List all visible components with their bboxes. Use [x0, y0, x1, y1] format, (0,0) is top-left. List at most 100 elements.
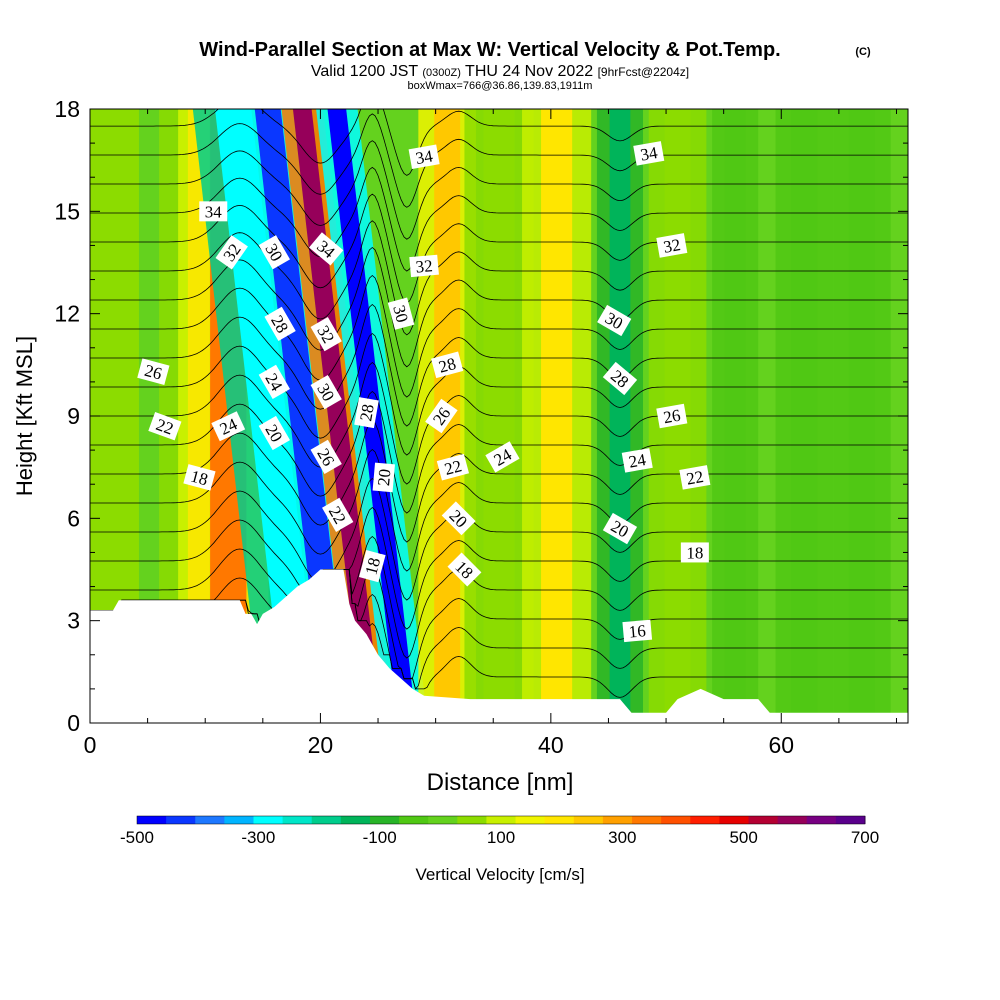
colorbar-swatch [835, 816, 866, 824]
y-tick-label: 6 [67, 505, 80, 531]
theta-label: 20 [372, 462, 395, 493]
valid-prefix: Valid 1200 JST [311, 63, 419, 80]
colorbar-swatch [282, 816, 313, 824]
theta-label-box [621, 448, 653, 473]
theta-label: 22 [679, 465, 711, 490]
velocity-band-core [609, 109, 631, 723]
colorbar-swatch [369, 816, 400, 824]
theta-label-text: 18 [189, 467, 210, 490]
colorbar-swatch [719, 816, 750, 824]
colorbar-frame [136, 815, 866, 825]
theta-label-text: 34 [639, 143, 660, 165]
colorbar-tick-label: -300 [241, 828, 275, 847]
valid-utc: (0300Z) [422, 67, 461, 79]
theta-label: 32 [656, 233, 688, 258]
x-tick-label: 0 [84, 732, 97, 758]
colorbar-swatch [806, 816, 837, 824]
colorbar-swatch [515, 816, 546, 824]
x-tick-label: 20 [308, 732, 334, 758]
x-tick-label: 60 [768, 732, 794, 758]
theta-label: 22 [436, 453, 470, 481]
theta-label-box [409, 254, 439, 278]
theta-label-box [310, 374, 342, 410]
copyright-mark: (C) [855, 46, 871, 58]
velocity-band [596, 109, 644, 723]
colorbar-swatch [195, 816, 225, 824]
theta-label-text: 24 [217, 414, 241, 439]
colorbar-swatch [602, 816, 633, 824]
theta-contour-line [90, 109, 908, 176]
theta-label: 28 [354, 397, 379, 429]
theta-label-box [183, 464, 216, 491]
theta-contour-line [90, 390, 908, 514]
y-tick-label: 0 [67, 710, 80, 736]
theta-label-box [436, 453, 470, 481]
theta-label-box [679, 465, 711, 490]
theta-label-box [258, 235, 290, 270]
valid-date: THU 24 Nov 2022 [465, 63, 593, 80]
theta-label-box [447, 552, 482, 587]
colorbar-tick-label: -100 [363, 828, 397, 847]
theta-label-text: 26 [143, 361, 164, 384]
theta-label-text: 20 [374, 468, 394, 487]
colorbar-swatch [428, 816, 458, 824]
theta-contour-line [90, 332, 908, 456]
colorbar-swatch [777, 816, 808, 824]
theta-label-text: 18 [686, 543, 703, 562]
theta-contour-line [90, 220, 908, 336]
valid-time-line: Valid 1200 JST (0300Z) THU 24 Nov 2022 [… [311, 63, 689, 80]
colorbar-swatch [632, 816, 662, 824]
theta-label: 18 [183, 464, 216, 491]
colorbar-swatch [573, 816, 604, 824]
colorbar-tick-label: -500 [120, 828, 154, 847]
box-max-info: boxWmax=766@36.86,139.83,1911m [408, 80, 593, 92]
theta-label-text: 30 [389, 303, 412, 324]
theta-contour-line [90, 361, 908, 485]
theta-label-text: 24 [627, 450, 648, 472]
colorbar-label: Vertical Velocity [cm/s] [415, 865, 584, 884]
theta-label-box [656, 233, 688, 258]
theta-contour-line [90, 303, 908, 427]
colorbar-tick-label: 500 [729, 828, 757, 847]
theta-label-box [199, 201, 228, 222]
theta-contour-line [90, 448, 908, 572]
theta-label-box [322, 497, 354, 533]
theta-contour-line [90, 113, 908, 208]
theta-label: 34 [633, 141, 665, 166]
theta-label-box [485, 441, 520, 473]
y-tick-label: 9 [67, 403, 80, 429]
theta-contour-line [90, 166, 908, 272]
theta-label-text: 18 [361, 556, 384, 577]
theta-label-box [656, 403, 688, 429]
theta-label: 30 [387, 297, 415, 330]
theta-label: 34 [408, 144, 440, 170]
theta-label-box [602, 512, 638, 545]
theta-label: 26 [137, 358, 170, 385]
theta-label-box [358, 549, 386, 583]
colorbar-swatch [166, 816, 196, 824]
colorbar-swatch [690, 816, 720, 824]
theta-label-box [602, 361, 638, 396]
colorbar: -500 -300 -100 100 300 500 700 [120, 815, 879, 847]
theta-label-box [264, 306, 296, 342]
theta-contour-line [90, 535, 908, 659]
theta-label: 26 [656, 403, 688, 429]
theta-label-box [425, 398, 458, 434]
theta-label: 32 [310, 317, 342, 352]
theta-label-box [431, 351, 464, 379]
theta-label: 18 [358, 549, 386, 583]
theta-label-text: 22 [442, 456, 463, 479]
theta-label-box [597, 304, 632, 337]
colorbar-tick-label: 300 [608, 828, 636, 847]
theta-label: 30 [597, 304, 632, 337]
theta-contour-line [90, 140, 908, 240]
theta-contour-line [90, 246, 908, 368]
theta-label-box [309, 232, 344, 266]
theta-label-text: 22 [153, 415, 175, 439]
theta-contour-line [90, 506, 908, 630]
theta-contours [90, 109, 908, 698]
theta-label-box [310, 439, 342, 475]
theta-contour-line [90, 419, 908, 543]
theta-label-text: 22 [685, 467, 705, 489]
